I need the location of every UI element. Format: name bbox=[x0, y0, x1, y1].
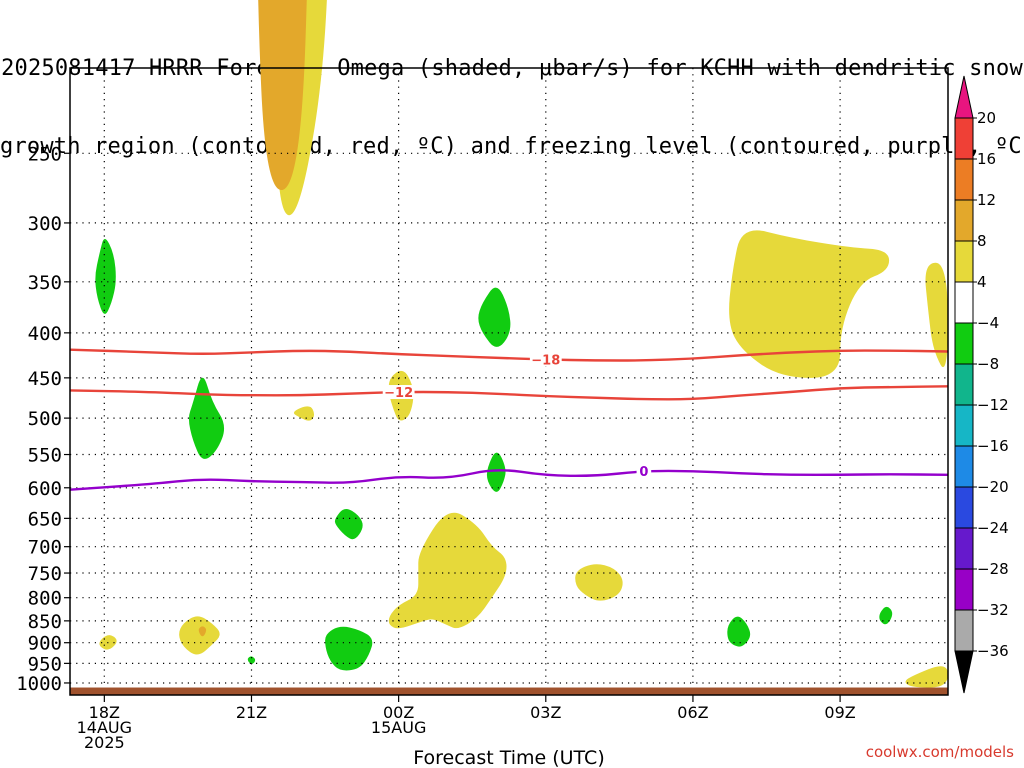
y-tick-label-900: 900 bbox=[28, 633, 62, 655]
colorbar-label-5: 4 bbox=[977, 273, 987, 291]
y-tick-label-650: 650 bbox=[28, 508, 62, 530]
omega-shaded-regions bbox=[95, 0, 948, 688]
colorbar-bin--12--8 bbox=[954, 363, 974, 406]
colorbar-label-13: −32 bbox=[977, 601, 1009, 619]
x-tick-label-09Z-1: 09Z bbox=[824, 703, 855, 722]
x-tick-label-18Z-3: 2025 bbox=[84, 733, 125, 752]
colorbar-bin--4-4 bbox=[954, 281, 974, 324]
ground-layer bbox=[70, 687, 948, 695]
colorbar-bin--8--4 bbox=[954, 322, 974, 365]
colorbar-arrow-top bbox=[954, 75, 974, 119]
colorbar-bin--36--32 bbox=[954, 609, 974, 652]
credit-label: coolwx.com/models bbox=[865, 743, 1014, 761]
colorbar-label-1: 20 bbox=[977, 109, 996, 127]
contour-label-0: 0 bbox=[639, 465, 648, 480]
omega-region-7 bbox=[388, 512, 507, 629]
x-axis-label: Forecast Time (UTC) bbox=[413, 747, 604, 768]
omega-region-10 bbox=[198, 626, 207, 637]
contour-label-bg--18 bbox=[529, 352, 562, 367]
omega-region-8 bbox=[575, 564, 623, 601]
contour-label--18: −18 bbox=[531, 354, 560, 369]
omega-region-12 bbox=[905, 666, 948, 688]
y-tick-label-400: 400 bbox=[28, 323, 62, 345]
y-tick-label-750: 750 bbox=[28, 563, 62, 585]
x-tick-label-18Z-2: 14AUG bbox=[77, 718, 132, 737]
colorbar-bin--32--28 bbox=[954, 568, 974, 611]
omega-region-6 bbox=[293, 406, 315, 421]
omega-region-18 bbox=[325, 626, 373, 671]
contour-line--12 bbox=[69, 385, 949, 401]
contour-label--12: −12 bbox=[384, 386, 413, 401]
colorbar-label-14: −36 bbox=[977, 642, 1009, 660]
colorbar-label-12: −28 bbox=[977, 560, 1009, 578]
x-tick-label-00Z-2: 15AUG bbox=[371, 718, 426, 737]
y-tick-label-700: 700 bbox=[28, 537, 62, 559]
colorbar-label-6: −4 bbox=[977, 314, 999, 332]
colorbar-bin-12-16 bbox=[954, 158, 974, 201]
colorbar-label-8: −12 bbox=[977, 396, 1009, 414]
y-tick-label-450: 450 bbox=[28, 368, 62, 390]
y-tick-label-800: 800 bbox=[28, 588, 62, 610]
omega-region-14 bbox=[478, 287, 511, 347]
colorbar-label-3: 12 bbox=[977, 191, 996, 209]
x-tick-label-06Z-1: 06Z bbox=[677, 703, 708, 722]
y-tick-label-300: 300 bbox=[28, 213, 62, 235]
y-tick-label-250: 250 bbox=[28, 143, 62, 165]
pressure-axis: 2503003504004505005506006507007508008509… bbox=[16, 143, 70, 695]
contour-line--18 bbox=[69, 348, 949, 362]
omega-region-13 bbox=[95, 239, 116, 314]
ground-strip bbox=[70, 687, 948, 695]
x-tick-label-03Z-1: 03Z bbox=[530, 703, 561, 722]
omega-region-21 bbox=[247, 656, 256, 664]
colorbar-label-10: −20 bbox=[977, 478, 1009, 496]
contour-line-0 bbox=[69, 469, 949, 491]
omega-region-2 bbox=[258, 0, 307, 190]
omega-region-17 bbox=[334, 508, 363, 540]
colorbar-label-11: −24 bbox=[977, 519, 1009, 537]
colorbar-label-4: 8 bbox=[977, 232, 987, 250]
y-tick-label-600: 600 bbox=[28, 478, 62, 500]
omega-region-1 bbox=[265, 0, 327, 216]
colorbar-bin--24--20 bbox=[954, 486, 974, 529]
contour-label-bg--12 bbox=[382, 385, 415, 400]
y-tick-label-850: 850 bbox=[28, 611, 62, 633]
colorbar-bin--16--12 bbox=[954, 404, 974, 447]
y-tick-label-500: 500 bbox=[28, 408, 62, 430]
colorbar-bin-8-12 bbox=[954, 199, 974, 242]
colorbar-label-7: −8 bbox=[977, 355, 999, 373]
plot-frame bbox=[69, 67, 949, 696]
omega-colorbar: 20 16 12 8 4 −4 −8 −12 −16 −20 −24 −28 −32 −36 bbox=[954, 75, 1009, 694]
colorbar-bin--20--16 bbox=[954, 445, 974, 488]
colorbar-arrow-bottom bbox=[954, 650, 974, 694]
y-tick-label-950: 950 bbox=[28, 653, 62, 675]
x-tick-label-00Z-1: 00Z bbox=[383, 703, 414, 722]
omega-region-16 bbox=[486, 452, 506, 492]
colorbar-label-9: −16 bbox=[977, 437, 1009, 455]
omega-region-3 bbox=[729, 230, 890, 378]
omega-region-19 bbox=[727, 616, 751, 647]
colorbar-bin--28--24 bbox=[954, 527, 974, 570]
colorbar-bin-16-20 bbox=[954, 117, 974, 160]
x-tick-label-18Z-1: 18Z bbox=[89, 703, 120, 722]
contour-label-bg-0 bbox=[636, 463, 652, 478]
y-tick-label-1000: 1000 bbox=[16, 673, 62, 695]
omega-region-9 bbox=[179, 616, 220, 655]
omega-region-20 bbox=[879, 606, 893, 625]
colorbar-bin-4-8 bbox=[954, 240, 974, 283]
colorbar-label-2: 16 bbox=[977, 150, 996, 168]
omega-region-4 bbox=[925, 262, 948, 368]
x-tick-label-21Z-1: 21Z bbox=[236, 703, 267, 722]
plot-border bbox=[69, 67, 949, 696]
temperature-contours: −18 −12 0 bbox=[69, 348, 949, 491]
y-tick-label-550: 550 bbox=[28, 445, 62, 467]
y-tick-label-350: 350 bbox=[28, 272, 62, 294]
grid-lines bbox=[70, 68, 948, 695]
